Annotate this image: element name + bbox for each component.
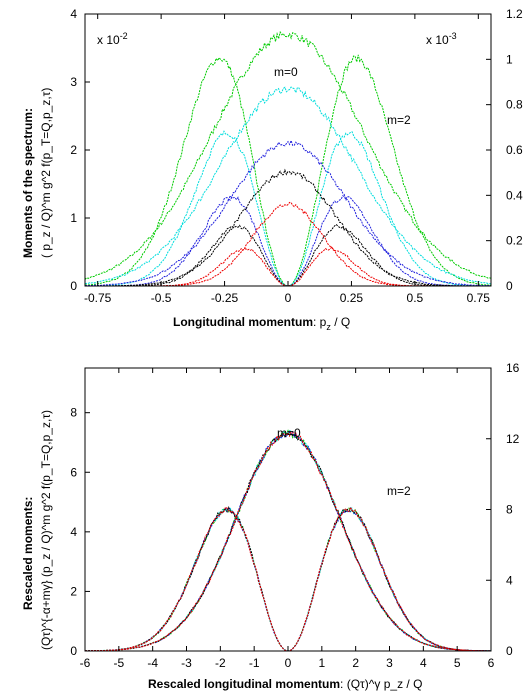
bottom-annotation-m0: m=0 (277, 426, 301, 440)
bottom-xtick-label: 2 (352, 656, 359, 670)
top-y2tick-label: 0.6 (506, 143, 523, 157)
bottom-ylabel-bold: Rescaled moments: (21, 497, 35, 610)
bottom-m0-curve (85, 431, 491, 652)
top-y2tick-label: 0.4 (506, 188, 523, 202)
bottom-plot-frame (84, 367, 492, 652)
bottom-m2-curve (85, 507, 492, 652)
top-annotation-m2: m=2 (387, 113, 411, 127)
bottom-xtick-label: -1 (249, 656, 260, 670)
top-xtick-label: 0.5 (407, 291, 424, 305)
bottom-m0-curve (85, 429, 492, 652)
top-m0-curve (85, 168, 491, 287)
top-ytick-label: 4 (70, 7, 77, 21)
bottom-xtick-label: 3 (386, 656, 393, 670)
bottom-ytick-label: 2 (70, 584, 77, 598)
bottom-m2-curve (85, 506, 492, 652)
bottom-ytick-label: 8 (70, 406, 77, 420)
top-m0-curve (84, 30, 492, 280)
top-annotation-m0: m=0 (274, 65, 298, 79)
top-m2-curve (85, 246, 491, 287)
bottom-y2tick-label: 16 (506, 361, 520, 375)
top-y2tick-label: 0.2 (506, 234, 523, 248)
bottom-xtick-label: -3 (181, 656, 192, 670)
top-xtick-label: -0.25 (211, 291, 239, 305)
top-xtick-label: 0 (285, 291, 292, 305)
bottom-ytick-label: 0 (70, 644, 77, 658)
bottom-m2-curve (85, 506, 491, 652)
top-m2-curve (85, 54, 492, 287)
top-ylabel-formula: ( p_z / Q)^m g^2 f(p_T=Q,p_z,τ) (39, 88, 53, 258)
top-ytick-label: 1 (70, 211, 77, 225)
top-ticks: -0.75 -0.5 -0.25 0 0.25 0.5 0.75 0 1 2 3 4 0 0.2 0.4 0.… (70, 7, 523, 305)
top-ytick-label: 0 (70, 279, 77, 293)
top-y2tick-label: 1.2 (506, 7, 523, 21)
bottom-m0-curve (84, 430, 492, 652)
bottom-xtick-label: -2 (215, 656, 226, 670)
top-xtick-label: 0.75 (467, 291, 491, 305)
bottom-xtick-label: 4 (420, 656, 427, 670)
top-scale-right: x 10-3 (426, 31, 457, 47)
top-plot-frame (84, 13, 492, 287)
bottom-annotation-m2: m=2 (387, 484, 411, 498)
bottom-ytick-label: 4 (70, 525, 77, 539)
top-m0-curve (84, 139, 492, 287)
top-y2tick-label: 0.8 (506, 98, 523, 112)
top-ytick-label: 3 (70, 75, 77, 89)
bottom-y2tick-label: 4 (506, 573, 513, 587)
top-m0-curve (85, 201, 491, 287)
top-panel: -0.75 -0.5 -0.25 0 0.25 0.5 0.75 0 1 2 3 4 0 0.2 0.4 0.… (21, 7, 523, 332)
bottom-xtick-label: 6 (488, 656, 495, 670)
bottom-y2tick-label: 0 (506, 644, 513, 658)
top-m2-curve (85, 223, 491, 287)
bottom-m2-curve (85, 507, 492, 652)
top-scale-left: x 10-2 (97, 31, 128, 47)
bottom-xtick-label: 5 (454, 656, 461, 670)
top-xtick-label: -0.75 (84, 291, 112, 305)
bottom-xtick-label: 1 (318, 656, 325, 670)
top-ylabel-bold: Moments of the spectrum: (21, 108, 35, 258)
bottom-curves (84, 429, 492, 652)
bottom-xtick-label: 0 (285, 656, 292, 670)
top-xtick-label: -0.5 (151, 291, 172, 305)
bottom-xlabel: Rescaled longitudinal momentum: (Qτ)^γ p… (148, 677, 422, 691)
bottom-y2tick-label: 12 (506, 432, 520, 446)
top-y2tick-label: 0 (506, 279, 513, 293)
bottom-ytick-label: 6 (70, 465, 77, 479)
top-xtick-label: 0.25 (340, 291, 364, 305)
top-m0-curve (84, 86, 492, 285)
top-y2tick-label: 1 (506, 52, 513, 66)
top-m2-curve (85, 194, 491, 287)
bottom-xtick-label: -6 (80, 656, 91, 670)
bottom-m0-curve (84, 431, 492, 652)
bottom-y2tick-label: 8 (506, 503, 513, 517)
top-ytick-label: 2 (70, 143, 77, 157)
bottom-m2-curve (84, 506, 491, 652)
top-xlabel: Longitudinal momentum: pz / Q (173, 315, 350, 332)
bottom-xtick-label: -4 (147, 656, 158, 670)
bottom-m0-curve (84, 430, 492, 652)
bottom-ylabel-formula: (Qτ)^{-α+mγ} (p_z / Q)^m g^2 f(p_T=Q,p_z… (39, 410, 53, 650)
bottom-xtick-label: -5 (113, 656, 124, 670)
